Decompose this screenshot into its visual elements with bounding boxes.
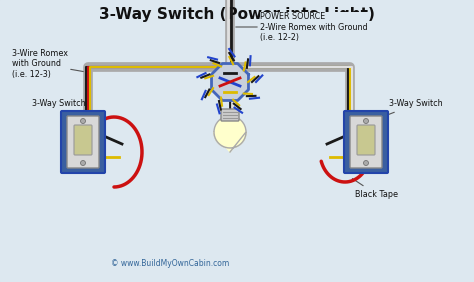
Polygon shape [211, 63, 248, 100]
Circle shape [364, 118, 368, 124]
Circle shape [214, 116, 246, 148]
FancyBboxPatch shape [67, 116, 99, 168]
Text: 3-Way Switch: 3-Way Switch [32, 100, 103, 121]
FancyBboxPatch shape [344, 111, 388, 173]
Circle shape [81, 118, 85, 124]
FancyBboxPatch shape [221, 109, 239, 121]
Text: 3-Wire Romex
with Ground
(i.e. 12-3): 3-Wire Romex with Ground (i.e. 12-3) [12, 49, 83, 79]
Circle shape [81, 160, 85, 166]
Text: 3-Way Switch: 3-Way Switch [384, 100, 443, 116]
Circle shape [364, 160, 368, 166]
FancyBboxPatch shape [61, 111, 105, 173]
Text: POWER SOURCE
2-Wire Romex with Ground
(i.e. 12-2): POWER SOURCE 2-Wire Romex with Ground (i… [236, 12, 368, 42]
Text: Black Tape: Black Tape [352, 179, 398, 199]
FancyBboxPatch shape [350, 116, 382, 168]
FancyBboxPatch shape [74, 125, 92, 155]
FancyBboxPatch shape [357, 125, 375, 155]
Text: 3-Way Switch (Power into Light): 3-Way Switch (Power into Light) [99, 6, 375, 21]
Polygon shape [214, 132, 246, 152]
Text: © www.BuildMyOwnCabin.com: © www.BuildMyOwnCabin.com [111, 259, 229, 268]
